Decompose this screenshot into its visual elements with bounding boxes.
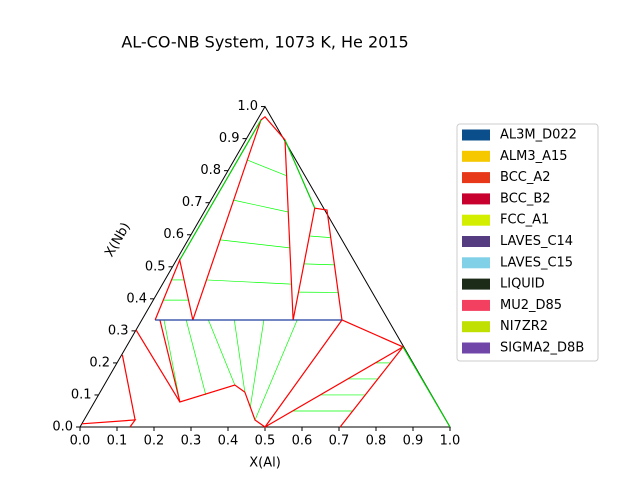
x-tick-label: 0.7 [329, 434, 350, 449]
legend-swatch [462, 236, 490, 247]
phase-boundary [122, 355, 135, 420]
tie-line [220, 240, 290, 248]
legend-swatch [462, 193, 490, 204]
x-tick-label: 1.0 [440, 434, 461, 449]
legend-label: MU2_D85 [500, 298, 562, 313]
legend-swatch [462, 300, 490, 311]
x-tick-label: 0.8 [366, 434, 387, 449]
legend-swatch [462, 151, 490, 162]
legend-label: LIQUID [500, 277, 545, 292]
legend-swatch [462, 321, 490, 332]
tie-line [186, 320, 206, 395]
legend-swatch [462, 343, 490, 354]
legend-swatch [462, 130, 490, 141]
legend-label: BCC_B2 [500, 191, 551, 206]
tie-line [234, 200, 289, 212]
legend-label: NI7ZR2 [500, 319, 548, 334]
y-axis-label: X(Nb) [102, 220, 134, 260]
legend-label: AL3M_D022 [500, 128, 577, 143]
y-tick-label: 0.0 [52, 420, 73, 435]
phase-boundary [136, 330, 180, 402]
phase-boundary [265, 347, 403, 427]
tie-line [234, 320, 245, 392]
tie-line [304, 264, 335, 265]
x-tick-label: 0.0 [70, 434, 91, 449]
y-tick-label: 0.3 [108, 323, 129, 338]
phase-boundary [193, 117, 293, 320]
phase-boundary [82, 420, 135, 427]
tie-line [309, 236, 330, 238]
legend-label: LAVES_C14 [500, 234, 573, 249]
x-tick-label: 0.1 [107, 434, 128, 449]
tie-line [247, 160, 286, 176]
x-axis-label: X(Al) [249, 456, 281, 471]
phase-boundary [403, 347, 450, 427]
x-tick-label: 0.5 [255, 434, 276, 449]
y-tick-label: 0.4 [126, 291, 147, 306]
legend-label: ALM3_A15 [500, 149, 568, 164]
x-tick-label: 0.9 [403, 434, 424, 449]
y-tick-label: 0.6 [163, 227, 184, 242]
x-tick-label: 0.4 [218, 434, 239, 449]
tie-line [250, 320, 264, 408]
y-tick-label: 0.9 [219, 131, 240, 146]
y-tick-label: 0.5 [145, 259, 166, 274]
x-tick-label: 0.6 [292, 434, 313, 449]
y-tick-label: 0.8 [200, 163, 221, 178]
legend-swatch [462, 279, 490, 290]
legend-label: LAVES_C15 [500, 255, 573, 270]
x-tick-label: 0.2 [144, 434, 165, 449]
legend-swatch [462, 257, 490, 268]
tie-line [208, 320, 234, 385]
y-tick-label: 1.0 [237, 99, 258, 114]
legend-label: FCC_A1 [500, 213, 549, 228]
x-tick-label: 0.3 [181, 434, 202, 449]
y-tick-label: 0.7 [182, 195, 203, 210]
legend-label: SIGMA2_D8B [500, 341, 584, 356]
y-tick-label: 0.2 [89, 355, 110, 370]
chart-title: AL-CO-NB System, 1073 K, He 2015 [121, 33, 408, 52]
phase-boundary [285, 140, 315, 208]
triangle-frame [80, 107, 450, 427]
phase-boundary [342, 320, 403, 347]
legend-swatch [462, 215, 490, 226]
legend-label: BCC_A2 [500, 170, 551, 185]
y-tick-label: 0.1 [71, 387, 92, 402]
tie-line [206, 280, 291, 284]
legend-swatch [462, 172, 490, 183]
